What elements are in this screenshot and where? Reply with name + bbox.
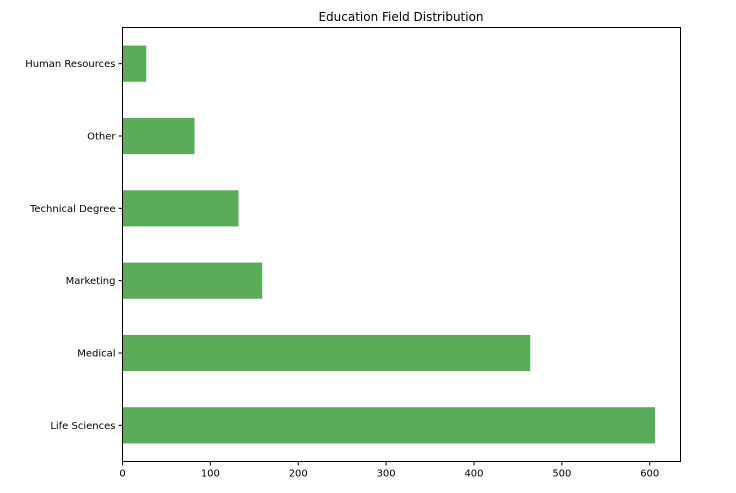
y-axis-ticks: Life Sciences Medical Marketing Technical D… bbox=[25, 59, 123, 432]
bar-medical bbox=[122, 334, 531, 372]
bar-technical-degree bbox=[122, 190, 239, 227]
x-tick-label: 400 bbox=[464, 469, 483, 480]
x-tick-label: 300 bbox=[377, 469, 396, 480]
x-tick-label: 0 bbox=[119, 469, 125, 480]
y-tick-label: Other bbox=[87, 132, 116, 143]
bars bbox=[122, 45, 656, 444]
x-tick-label: 500 bbox=[552, 469, 571, 480]
x-tick-label: 600 bbox=[640, 469, 659, 480]
y-tick-label: Medical bbox=[77, 349, 115, 360]
plot-frame bbox=[122, 27, 681, 462]
bar-marketing bbox=[122, 262, 263, 299]
x-axis-ticks: 0 100 200 300 400 500 600 bbox=[119, 461, 659, 480]
y-tick-label: Marketing bbox=[66, 276, 116, 287]
chart-title: Education Field Distribution bbox=[318, 10, 483, 24]
bar-life-sciences bbox=[122, 407, 656, 444]
bar-human-resources bbox=[122, 45, 147, 82]
x-tick-label: 200 bbox=[289, 469, 308, 480]
y-tick-label: Technical Degree bbox=[29, 204, 116, 215]
y-tick-label: Human Resources bbox=[25, 59, 115, 70]
x-tick-label: 100 bbox=[201, 469, 220, 480]
y-tick-label: Life Sciences bbox=[50, 421, 115, 432]
bar-other bbox=[122, 117, 195, 155]
